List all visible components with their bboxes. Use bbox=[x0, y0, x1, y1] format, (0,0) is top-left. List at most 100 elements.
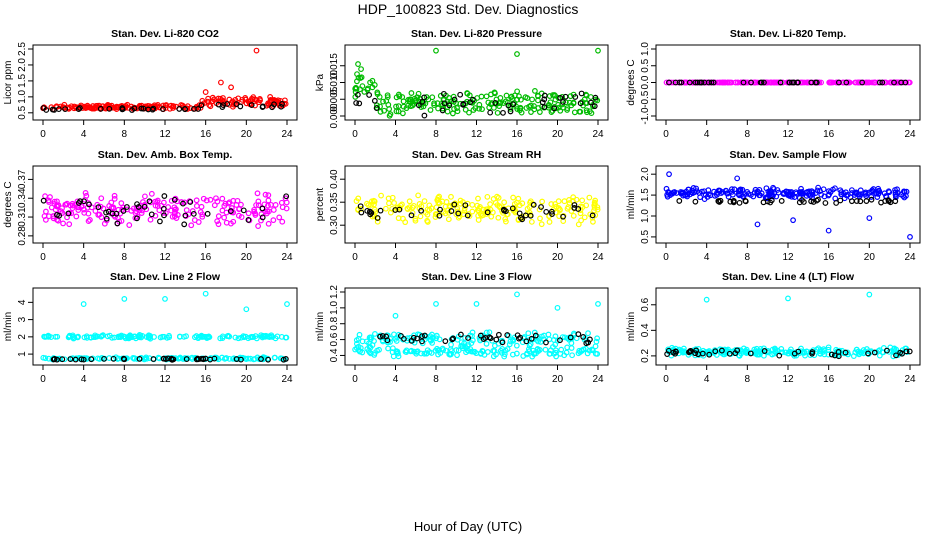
data-point bbox=[76, 105, 83, 111]
data-point bbox=[180, 200, 186, 207]
y-tick-label: 1.0 bbox=[640, 42, 651, 56]
data-point bbox=[573, 196, 580, 203]
outlier-point bbox=[202, 89, 209, 95]
data-point bbox=[415, 102, 422, 109]
data-point bbox=[265, 220, 272, 227]
data-point bbox=[210, 98, 216, 105]
y-tick-label: 0.6 bbox=[329, 332, 340, 346]
data-point bbox=[73, 213, 80, 220]
data-point bbox=[245, 355, 252, 362]
data-point bbox=[407, 334, 414, 341]
data-point bbox=[798, 348, 804, 355]
data-point bbox=[477, 332, 484, 339]
data-point bbox=[522, 212, 529, 219]
data-point bbox=[152, 202, 159, 209]
data-point bbox=[377, 207, 384, 214]
panel-title: Stan. Dev. Sample Flow bbox=[729, 149, 847, 161]
data-point bbox=[142, 193, 148, 200]
data-point bbox=[591, 103, 598, 110]
data-point bbox=[864, 79, 871, 86]
y-tick-label: 0.30 bbox=[329, 215, 340, 235]
data-point bbox=[75, 106, 82, 112]
y-tick-label: 1.5 bbox=[640, 188, 651, 202]
data-point bbox=[487, 109, 494, 116]
data-point bbox=[374, 89, 381, 96]
series-1 bbox=[665, 291, 910, 360]
data-point bbox=[391, 200, 397, 206]
data-point bbox=[569, 352, 576, 359]
y-tick-label: 2.5 bbox=[17, 42, 28, 56]
data-point bbox=[488, 213, 495, 220]
data-point bbox=[690, 185, 697, 191]
x-tick-label: 12 bbox=[471, 129, 483, 140]
x-tick-label: 20 bbox=[241, 374, 253, 385]
data-point bbox=[81, 334, 88, 341]
x-tick-label: 12 bbox=[159, 129, 171, 140]
data-point bbox=[419, 338, 425, 345]
outlier-point bbox=[514, 291, 520, 298]
data-point bbox=[433, 211, 440, 218]
data-point bbox=[479, 106, 485, 113]
data-point bbox=[54, 211, 60, 218]
data-point bbox=[367, 211, 374, 218]
data-point bbox=[225, 200, 232, 207]
data-point bbox=[891, 345, 898, 352]
data-point bbox=[421, 94, 428, 101]
data-point bbox=[493, 336, 500, 343]
data-point bbox=[118, 218, 125, 224]
data-point bbox=[822, 200, 829, 206]
x-tick-label: 8 bbox=[122, 129, 128, 140]
data-point bbox=[274, 333, 281, 340]
outlier-point bbox=[825, 227, 832, 234]
x-tick-label: 24 bbox=[281, 374, 293, 385]
data-point bbox=[476, 101, 483, 108]
data-point bbox=[870, 188, 877, 195]
x-tick-label: 8 bbox=[745, 129, 751, 140]
y-tick-label: 0.5 bbox=[17, 105, 28, 119]
y-tick-label: 2.0 bbox=[640, 167, 651, 181]
data-point bbox=[440, 90, 447, 97]
data-point bbox=[62, 106, 69, 113]
data-point bbox=[126, 222, 133, 228]
data-point bbox=[576, 108, 583, 115]
data-point bbox=[503, 218, 509, 225]
data-point bbox=[134, 215, 140, 222]
x-tick-label: 24 bbox=[281, 252, 293, 263]
data-point bbox=[450, 335, 457, 342]
data-point bbox=[252, 210, 259, 217]
data-point bbox=[359, 338, 366, 345]
data-point bbox=[106, 105, 113, 112]
data-point bbox=[80, 356, 87, 363]
data-point bbox=[815, 184, 822, 191]
data-point bbox=[713, 191, 720, 198]
data-point bbox=[514, 106, 521, 112]
data-point bbox=[760, 199, 767, 206]
outlier-point bbox=[866, 291, 873, 298]
x-tick-label: 20 bbox=[552, 129, 564, 140]
data-point bbox=[435, 347, 442, 354]
data-point bbox=[580, 346, 587, 353]
data-point bbox=[820, 186, 827, 193]
series-2 bbox=[676, 196, 899, 206]
data-point bbox=[856, 191, 863, 198]
data-point bbox=[899, 350, 905, 357]
data-point bbox=[538, 221, 545, 228]
data-point bbox=[566, 200, 573, 206]
x-tick-label: 24 bbox=[281, 129, 293, 140]
data-point bbox=[686, 349, 692, 356]
data-point bbox=[403, 347, 410, 354]
data-point bbox=[474, 202, 481, 209]
data-point bbox=[88, 356, 95, 363]
data-point bbox=[531, 329, 538, 336]
data-point bbox=[575, 206, 582, 212]
data-point bbox=[181, 221, 188, 228]
x-tick-label: 0 bbox=[40, 129, 46, 140]
data-point bbox=[72, 356, 79, 363]
data-point bbox=[562, 99, 569, 106]
data-point bbox=[727, 198, 734, 205]
data-point bbox=[808, 79, 815, 86]
data-point bbox=[366, 334, 373, 341]
data-point bbox=[732, 350, 739, 357]
data-point bbox=[765, 348, 772, 354]
